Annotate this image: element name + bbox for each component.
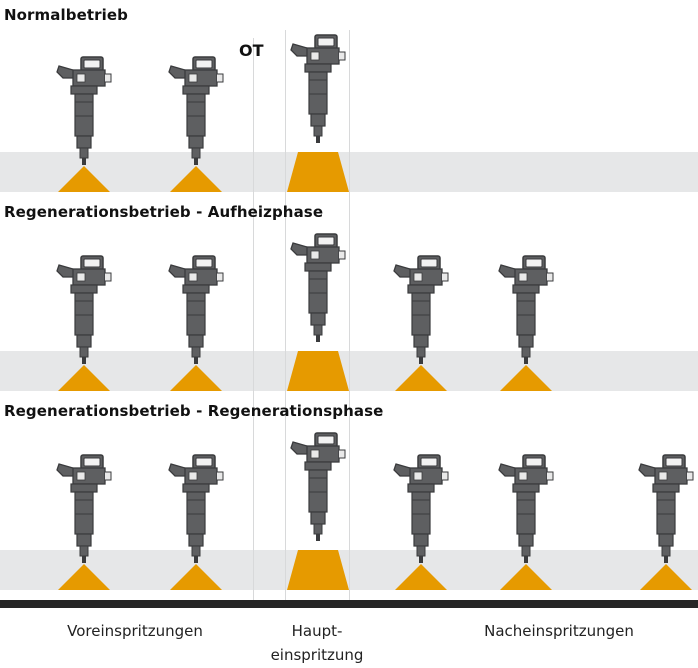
main-injection-spray <box>285 550 351 594</box>
post-injector-icon <box>495 454 561 564</box>
post-injection-spray <box>500 365 552 395</box>
post-injector-icon <box>635 454 698 564</box>
pre-injector-icon <box>165 255 231 365</box>
main-injector-icon <box>287 34 353 144</box>
main-injection-guide-right <box>349 30 350 600</box>
post-injection-spray <box>395 365 447 395</box>
post-injector-icon <box>390 255 456 365</box>
pre-injector-icon <box>53 56 119 166</box>
pre-injection-spray <box>58 166 110 196</box>
pre-injector-icon <box>53 255 119 365</box>
ot-guide-line <box>253 38 254 600</box>
pre-injector-icon <box>53 454 119 564</box>
ot-label: OT <box>239 41 264 60</box>
pre-injection-spray <box>58 365 110 395</box>
pre-injection-spray <box>58 564 110 594</box>
section-title-normalbetrieb: Normalbetrieb <box>4 6 128 24</box>
post-injector-icon <box>495 255 561 365</box>
pre-injector-icon <box>165 56 231 166</box>
timeline-axis <box>0 600 698 608</box>
caption-haupteinspritzung-line2: einspritzung <box>270 646 364 664</box>
post-injection-spray <box>500 564 552 594</box>
caption-nacheinspritzungen: Nacheinspritzungen <box>484 622 634 640</box>
caption-haupteinspritzung-line1: Haupt- <box>291 622 343 640</box>
main-injection-spray <box>285 152 351 196</box>
main-injection-spray <box>285 351 351 395</box>
pre-injection-spray <box>170 365 222 395</box>
caption-voreinspritzungen: Voreinspritzungen <box>67 622 203 640</box>
main-injection-guide-left <box>285 30 286 600</box>
section-title-aufheizphase: Regenerationsbetrieb - Aufheizphase <box>4 203 324 221</box>
main-injector-icon <box>287 233 353 343</box>
post-injector-icon <box>390 454 456 564</box>
section-title-regenerationsphase: Regenerationsbetrieb - Regenerationsphas… <box>4 402 384 420</box>
pre-injection-spray <box>170 564 222 594</box>
pre-injection-spray <box>170 166 222 196</box>
pre-injector-icon <box>165 454 231 564</box>
post-injection-spray <box>395 564 447 594</box>
post-injection-spray <box>640 564 692 594</box>
main-injector-icon <box>287 432 353 542</box>
